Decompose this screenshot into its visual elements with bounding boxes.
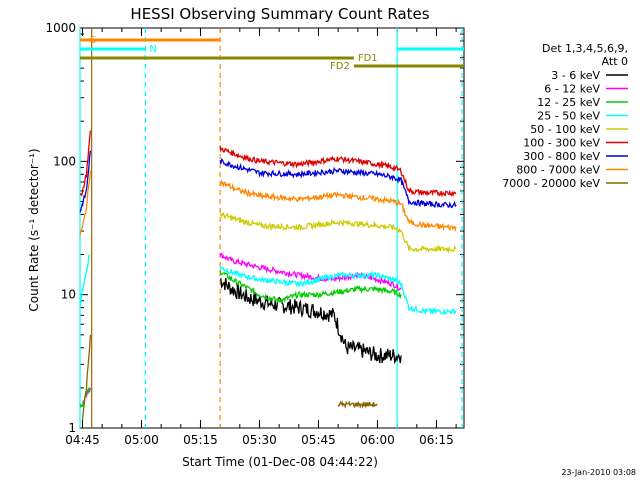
series-line	[337, 400, 378, 410]
legend-label: 3 - 6 keV	[551, 69, 600, 82]
legend-header-2: Att 0	[602, 55, 628, 68]
x-tick-label: 04:45	[65, 433, 100, 447]
series-line	[219, 266, 457, 316]
x-tick-label: 06:15	[419, 433, 454, 447]
y-tick-label: 100	[53, 154, 76, 168]
x-tick-label: 06:00	[360, 433, 395, 447]
x-tick-label: 05:30	[242, 433, 277, 447]
x-tick-label: 05:00	[124, 433, 159, 447]
legend-label: 12 - 25 keV	[537, 96, 600, 109]
series-line	[219, 269, 402, 304]
y-axis-label: Count Rate (s⁻¹ detector⁻¹)	[27, 148, 41, 311]
flag-label: FD2	[330, 61, 350, 72]
series-line	[81, 334, 92, 420]
legend-label: 25 - 50 keV	[537, 110, 600, 123]
y-tick-label: 1000	[45, 21, 76, 35]
legend-label: 800 - 7000 keV	[516, 164, 600, 177]
series-line	[219, 211, 457, 254]
legend-label: 7000 - 20000 keV	[502, 177, 600, 190]
y-tick-label: 1	[68, 421, 76, 435]
x-axis-label: Start Time (01-Dec-08 04:44:22)	[182, 455, 378, 469]
series-line	[79, 254, 91, 308]
x-tick-label: 05:45	[301, 433, 336, 447]
x-tick-label: 05:15	[183, 433, 218, 447]
flag-label: FD1	[358, 53, 378, 64]
series-line	[219, 146, 457, 198]
legend-label: 300 - 800 keV	[523, 150, 600, 163]
series-line	[219, 179, 457, 233]
legend-label: 6 - 12 keV	[544, 83, 600, 96]
flag-label: S	[90, 35, 96, 46]
series-line	[219, 252, 402, 291]
series-line	[219, 158, 457, 209]
chart-title: HESSI Observing Summary Count Rates	[130, 5, 429, 23]
series-line	[79, 170, 92, 237]
series-line	[79, 150, 92, 213]
legend-label: 100 - 300 keV	[523, 137, 600, 150]
legend-label: 50 - 100 keV	[530, 123, 600, 136]
plot-area: 1 10 100 1000 04:45 05:00 05:15 05:30 05:45 06:00…	[45, 21, 465, 447]
series-line	[79, 130, 92, 197]
legend-header-1: Det 1,3,4,5,6,9,	[542, 42, 628, 55]
footer-date: 23-Jan-2010 03:08	[561, 468, 636, 477]
flag-label: N	[149, 44, 156, 55]
series-line	[219, 277, 402, 365]
y-tick-label: 10	[61, 288, 76, 302]
